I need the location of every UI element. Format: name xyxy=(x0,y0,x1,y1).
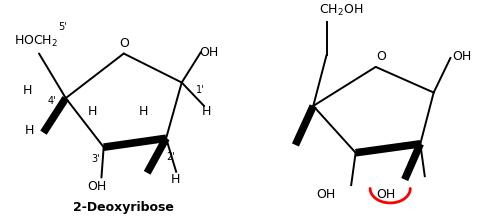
Text: O: O xyxy=(119,37,129,50)
Text: 2-Deoxyribose: 2-Deoxyribose xyxy=(73,201,174,214)
Text: 4': 4' xyxy=(47,97,56,106)
Text: OH: OH xyxy=(87,180,106,193)
Text: 1': 1' xyxy=(196,85,205,95)
Text: H: H xyxy=(23,84,32,97)
Text: CH$_2$OH: CH$_2$OH xyxy=(319,2,363,18)
Text: HOCH$_2$: HOCH$_2$ xyxy=(14,34,58,49)
Text: H: H xyxy=(139,105,148,118)
Text: OH: OH xyxy=(376,188,396,200)
Text: OH: OH xyxy=(316,188,335,200)
Text: 3': 3' xyxy=(92,155,100,164)
Text: H: H xyxy=(170,173,180,186)
Text: H: H xyxy=(88,105,97,118)
Text: H: H xyxy=(202,105,211,118)
Text: 5': 5' xyxy=(58,22,67,32)
Text: O: O xyxy=(376,50,386,63)
Text: 2': 2' xyxy=(166,152,175,162)
Text: OH: OH xyxy=(452,50,472,63)
Text: H: H xyxy=(25,124,35,137)
Text: OH: OH xyxy=(199,46,219,59)
